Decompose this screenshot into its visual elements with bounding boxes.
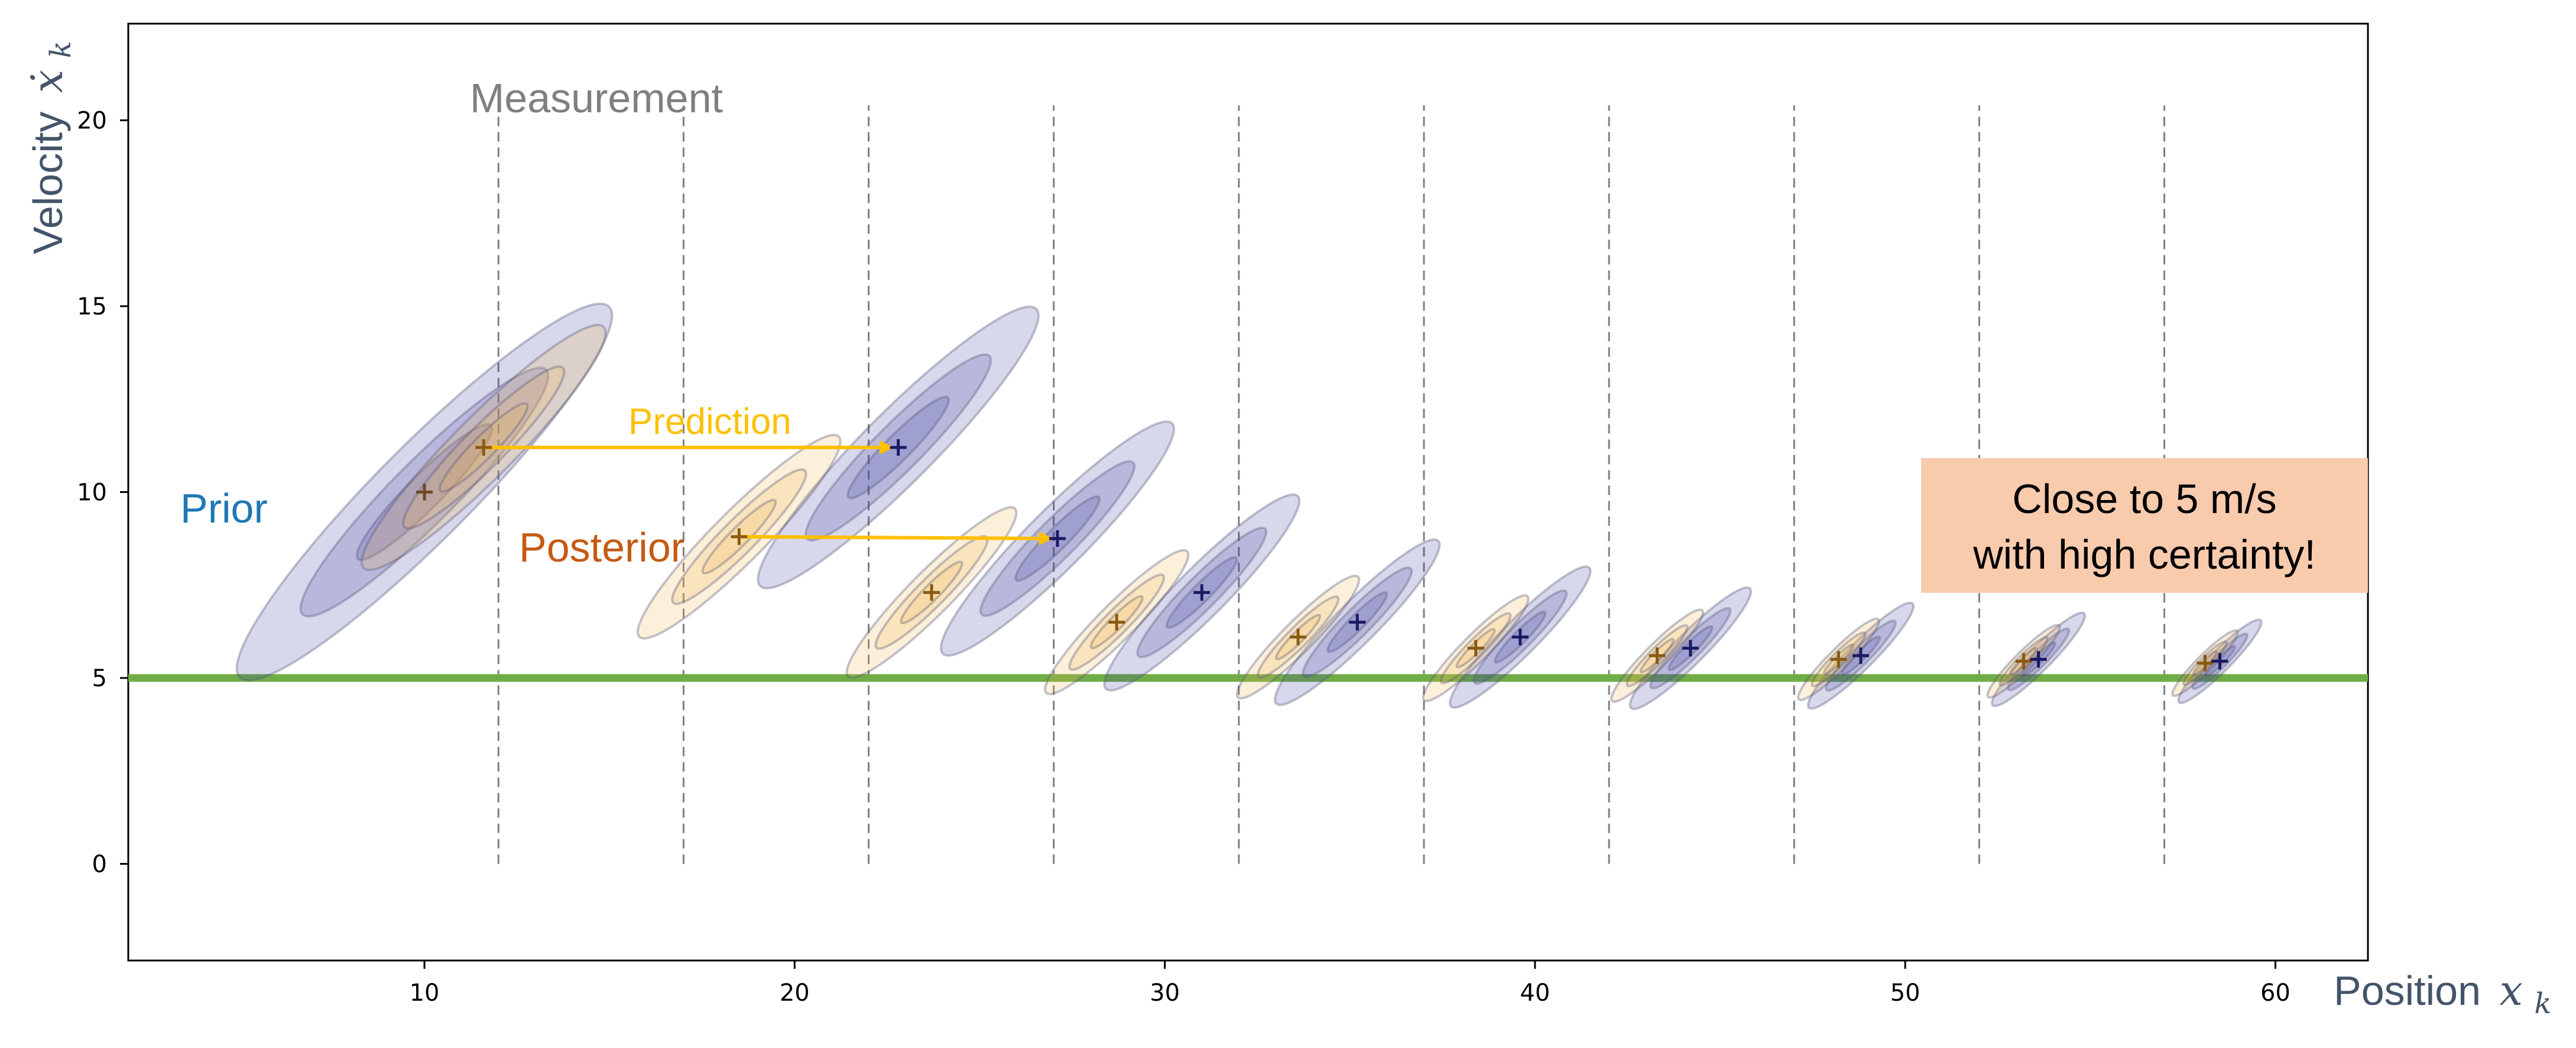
prediction-marker-8 (2030, 651, 2047, 668)
prediction-marker-7 (1852, 647, 1869, 664)
callout-line-2: with high certainty! (1972, 531, 2316, 577)
posterior-marker-4 (1108, 614, 1125, 631)
prediction-marker-5 (1511, 628, 1529, 645)
y-axis-label: Velocity ẋ k (24, 41, 77, 254)
posterior-marker-1 (475, 439, 492, 456)
posterior-marker-3 (923, 584, 940, 601)
measurement-lines (497, 105, 2166, 864)
prediction-arrows (484, 440, 1053, 546)
x-tick-label-20: 20 (780, 979, 810, 1007)
callout-background (1921, 458, 2368, 593)
x-tick-label-40: 40 (1520, 979, 1550, 1007)
x-axis-label-symbol: x (2500, 966, 2523, 1015)
prediction-marker-4 (1349, 614, 1366, 631)
y-axis-label-subscript: k (44, 41, 77, 58)
y-tick-label-10: 10 (77, 479, 107, 507)
x-tick-label-30: 30 (1150, 979, 1180, 1007)
posterior-marker-9 (2015, 653, 2032, 670)
posterior-marker-6 (1467, 640, 1484, 657)
prediction-arrow-2 (739, 531, 1053, 546)
prediction-marker-1 (890, 439, 907, 456)
state-markers (416, 439, 2228, 671)
x-axis-label-subscript: k (2534, 987, 2551, 1020)
x-axis-label-text: Position (2334, 968, 2481, 1014)
callout-line-1: Close to 5 m/s (2012, 476, 2276, 522)
posterior-marker-5 (1290, 628, 1307, 645)
prediction-marker-6 (1682, 640, 1699, 657)
posterior-marker-8 (1830, 651, 1847, 668)
measurement-annotation: Measurement (470, 75, 723, 121)
prediction-marker-9 (2211, 653, 2228, 670)
posterior-marker-7 (1649, 647, 1666, 664)
posterior-annotation: Posterior (519, 524, 684, 570)
x-axis-label: Position x k (2334, 966, 2552, 1020)
y-tick-label-0: 0 (92, 851, 107, 878)
prior-marker (416, 484, 433, 501)
callout-box: Close to 5 m/s with high certainty! (1921, 458, 2368, 593)
axis-ticks: 10 20 30 40 50 60 0 5 10 15 20 (77, 108, 2291, 1007)
y-tick-label-20: 20 (77, 108, 107, 135)
y-axis-label-text: Velocity (25, 112, 71, 254)
y-tick-label-15: 15 (77, 293, 107, 320)
x-tick-label-10: 10 (410, 979, 440, 1007)
prediction-marker-3 (1193, 584, 1211, 601)
prediction-annotation: Prediction (628, 401, 791, 442)
posterior-marker-10 (2197, 654, 2214, 671)
y-tick-label-5: 5 (92, 665, 107, 692)
y-axis-label-symbol: ẋ (24, 70, 72, 93)
x-tick-label-50: 50 (1890, 979, 1920, 1007)
x-tick-label-60: 60 (2260, 979, 2291, 1007)
posterior-marker-2 (731, 528, 748, 545)
prior-annotation: Prior (180, 485, 268, 531)
prediction-marker-2 (1049, 530, 1066, 547)
